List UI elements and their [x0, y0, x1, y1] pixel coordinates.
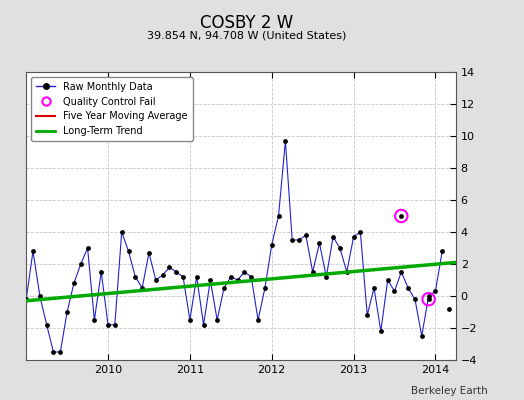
Point	[22, 296, 30, 302]
Point	[151, 277, 160, 283]
Point	[220, 285, 228, 291]
Point	[138, 285, 146, 291]
Point	[83, 245, 92, 251]
Point	[295, 237, 303, 243]
Point	[117, 229, 126, 235]
Point	[131, 274, 139, 280]
Point	[36, 293, 44, 299]
Point	[254, 317, 262, 323]
Point	[281, 138, 290, 144]
Point	[377, 328, 385, 334]
Point	[343, 269, 351, 275]
Point	[226, 274, 235, 280]
Point	[42, 322, 51, 328]
Point	[424, 293, 433, 299]
Point	[77, 261, 85, 267]
Point	[370, 285, 378, 291]
Point	[322, 274, 331, 280]
Point	[29, 248, 37, 254]
Point	[206, 277, 214, 283]
Point	[404, 285, 412, 291]
Point	[424, 296, 433, 302]
Point	[70, 280, 78, 286]
Point	[247, 274, 256, 280]
Point	[424, 296, 433, 302]
Point	[411, 296, 419, 302]
Point	[445, 306, 453, 312]
Point	[329, 234, 337, 240]
Point	[431, 288, 440, 294]
Point	[268, 242, 276, 248]
Point	[185, 317, 194, 323]
Point	[213, 317, 221, 323]
Point	[192, 274, 201, 280]
Point	[199, 322, 208, 328]
Point	[384, 277, 392, 283]
Point	[49, 349, 58, 355]
Point	[397, 269, 406, 275]
Point	[111, 322, 119, 328]
Point	[63, 309, 71, 315]
Point	[356, 229, 365, 235]
Point	[172, 269, 180, 275]
Point	[97, 269, 105, 275]
Text: Berkeley Earth: Berkeley Earth	[411, 386, 487, 396]
Point	[165, 264, 173, 270]
Point	[90, 317, 99, 323]
Point	[179, 274, 187, 280]
Point	[397, 213, 406, 219]
Point	[315, 240, 324, 246]
Point	[418, 333, 426, 339]
Point	[261, 285, 269, 291]
Point	[390, 288, 399, 294]
Point	[350, 234, 358, 240]
Point	[363, 312, 372, 318]
Point	[397, 213, 406, 219]
Text: COSBY 2 W: COSBY 2 W	[200, 14, 293, 32]
Point	[302, 232, 310, 238]
Point	[241, 269, 249, 275]
Point	[275, 213, 283, 219]
Point	[104, 322, 112, 328]
Point	[336, 245, 344, 251]
Point	[124, 248, 133, 254]
Point	[158, 272, 167, 278]
Point	[145, 250, 153, 256]
Point	[56, 349, 64, 355]
Point	[438, 248, 446, 254]
Point	[233, 277, 242, 283]
Point	[309, 269, 317, 275]
Legend: Raw Monthly Data, Quality Control Fail, Five Year Moving Average, Long-Term Tren: Raw Monthly Data, Quality Control Fail, …	[31, 77, 192, 141]
Text: 39.854 N, 94.708 W (United States): 39.854 N, 94.708 W (United States)	[147, 30, 346, 40]
Point	[288, 237, 297, 243]
